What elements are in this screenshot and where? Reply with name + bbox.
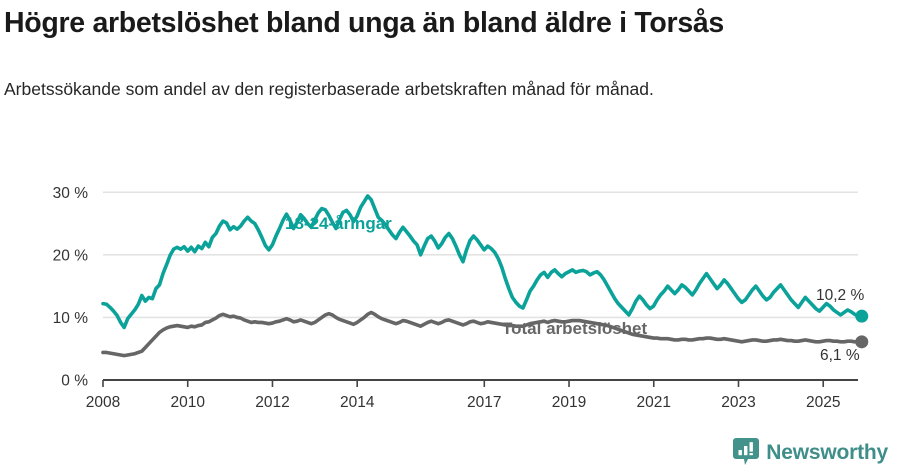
x-tick-label: 2010 bbox=[170, 394, 205, 410]
x-tick-label: 2008 bbox=[86, 394, 120, 410]
x-tick-label: 2012 bbox=[255, 394, 289, 410]
series-endpoint-dot-youth bbox=[855, 309, 869, 323]
x-tick-label: 2025 bbox=[806, 394, 840, 410]
series-label-youth: 18-24-åringar bbox=[285, 214, 392, 233]
series-line-youth bbox=[101, 194, 864, 330]
line-chart: 0 % 10 % 20 % 30 % 2008 2010 2012 2014 2017 2019… bbox=[0, 160, 900, 410]
series-endpoint-dot-total bbox=[855, 335, 869, 349]
page-title: Högre arbetslöshet bland unga än bland ä… bbox=[4, 7, 724, 39]
x-tick-label: 2023 bbox=[721, 394, 755, 410]
y-tick-label: 10 % bbox=[53, 310, 89, 327]
y-tick-label: 30 % bbox=[53, 185, 89, 202]
y-axis-tick-labels: 0 % 10 % 20 % 30 % bbox=[53, 185, 89, 390]
newsworthy-bar-chart-bubble-icon bbox=[733, 438, 760, 465]
x-axis-ticks bbox=[102, 380, 825, 387]
x-tick-label: 2017 bbox=[467, 394, 501, 410]
y-tick-label: 20 % bbox=[53, 247, 89, 264]
series-line-total bbox=[101, 310, 864, 358]
series-label-total: Total arbetslöshet bbox=[502, 319, 647, 338]
x-tick-label: 2014 bbox=[340, 394, 375, 410]
x-tick-label: 2021 bbox=[637, 394, 671, 410]
page-subtitle: Arbetssökande som andel av den registerb… bbox=[4, 79, 654, 99]
newsworthy-logo[interactable]: Newsworthy bbox=[733, 437, 888, 467]
x-axis-tick-labels: 2008 2010 2012 2014 2017 2019 2021 2023 2025 bbox=[86, 394, 841, 410]
chart-svg: 0 % 10 % 20 % 30 % 2008 2010 2012 2014 2017 2019… bbox=[53, 185, 869, 410]
end-value-label-total: 6,1 % bbox=[820, 347, 860, 364]
newsworthy-logo-text: Newsworthy bbox=[766, 440, 888, 464]
y-tick-label: 0 % bbox=[61, 373, 88, 390]
end-value-label-youth: 10,2 % bbox=[816, 287, 864, 304]
x-tick-label: 2019 bbox=[552, 394, 586, 410]
